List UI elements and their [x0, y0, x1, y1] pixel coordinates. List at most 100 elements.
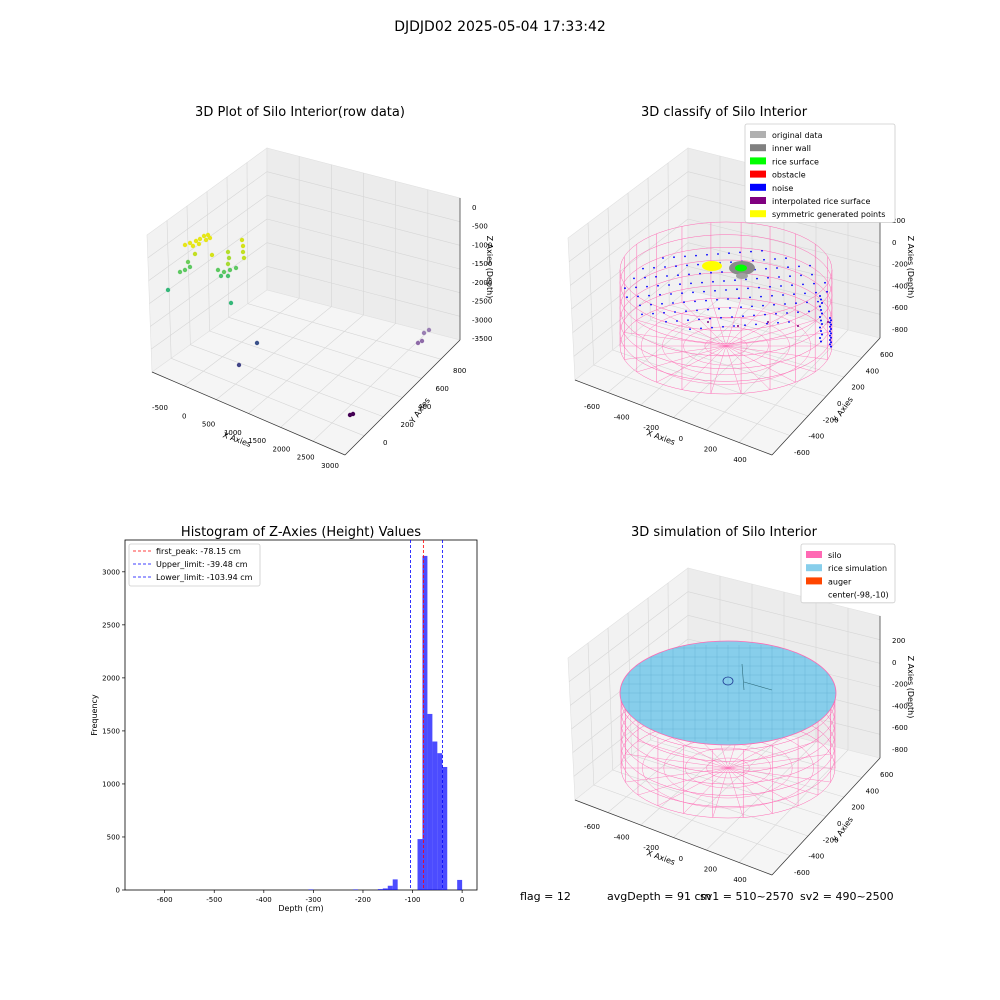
noise-point: [738, 297, 740, 300]
scatter-point: [241, 255, 247, 261]
tick-label: 0: [679, 855, 683, 863]
noise-point: [733, 325, 735, 327]
noise-point: [695, 254, 697, 257]
histogram-bar: [417, 839, 423, 890]
panel-simulation-title: 3D simulation of Silo Interior: [631, 525, 818, 540]
noise-point: [826, 290, 828, 293]
scatter-point: [192, 251, 198, 257]
y-tick-label: 500: [107, 833, 120, 841]
interpolated-point: [707, 321, 709, 323]
noise-point: [722, 325, 724, 328]
silo-floor-spoke: [727, 767, 831, 783]
legend-swatch: [750, 170, 766, 178]
panel-histogram-ticks: -600 -500 -400 -300 -200 -100 0 0 500 1000 1500 200…: [102, 568, 464, 904]
rice-surface-cluster: [735, 264, 747, 272]
histogram-bar: [442, 766, 448, 890]
noise-point: [830, 345, 832, 348]
noise-point: [672, 302, 674, 304]
tick-label: 0: [837, 400, 841, 408]
noise-point: [784, 303, 786, 305]
noise-point: [830, 341, 832, 344]
histogram-bar: [432, 741, 438, 890]
scatter-point: [197, 236, 203, 242]
tick-label: -200: [823, 836, 839, 844]
silo-floor-spoke: [710, 298, 727, 347]
scatter-point: [228, 300, 234, 306]
noise-point: [720, 316, 722, 319]
noise-point: [797, 311, 799, 314]
panel-histogram: Histogram of Z-Axies (Height) Values -60…: [90, 525, 478, 913]
noise-point: [764, 313, 766, 316]
tick-label: 2500: [297, 454, 315, 462]
tick-label: 200: [892, 217, 905, 225]
noise-point: [744, 324, 746, 327]
x-axis-line: [151, 371, 346, 456]
tick-label: -400: [614, 834, 630, 842]
noise-point: [728, 252, 730, 255]
silo-ring: [619, 247, 833, 344]
histogram-bar: [427, 713, 433, 890]
tick-label: -1500: [472, 260, 492, 268]
noise-point: [661, 302, 663, 305]
scatter-point: [254, 340, 260, 346]
noise-point: [751, 305, 753, 308]
interpolated-point: [737, 325, 739, 327]
silo-ring: [619, 234, 833, 331]
silo-floor-spoke: [727, 767, 799, 806]
interpolated-point: [797, 325, 799, 327]
symmetric-points-cluster: [702, 261, 722, 271]
tick-label: 800: [453, 367, 466, 375]
tick-label: 0: [892, 659, 896, 667]
tick-label: -1000: [472, 241, 492, 249]
legend-frame: [744, 123, 896, 223]
noise-point: [774, 258, 776, 260]
silo-floor-spoke: [727, 753, 831, 769]
noise-point: [699, 272, 701, 275]
scatter-point: [193, 238, 199, 244]
noise-point: [763, 258, 765, 261]
panel-histogram-ylabel: Frequency: [90, 694, 99, 736]
noise-point: [679, 283, 681, 286]
scatter-point: [239, 237, 245, 243]
tick-label: -500: [472, 223, 488, 231]
y-tick-label: 2500: [102, 621, 120, 629]
noise-point: [624, 287, 626, 290]
tick-label: 200: [401, 421, 414, 429]
noise-point: [800, 274, 802, 277]
legend-entry: Upper_limit: -39.48 cm: [156, 560, 248, 569]
scatter-point: [225, 273, 231, 279]
tick-label: 500: [202, 421, 215, 429]
silo-floor-spoke: [725, 332, 828, 347]
y-tick-label: 2000: [102, 674, 120, 682]
tick-label: -800: [892, 746, 908, 754]
x-tick-label: -600: [157, 896, 173, 904]
legend-swatch: [750, 183, 766, 191]
panel-histogram-limit-lines: [410, 540, 443, 890]
noise-point: [700, 327, 702, 330]
panel-classify-zlabel: Z Axies (Depth): [906, 236, 915, 299]
noise-point: [731, 316, 733, 318]
tick-label: 0: [892, 239, 896, 247]
noise-point: [767, 276, 769, 279]
tick-label: 400: [733, 876, 746, 884]
scatter-point: [190, 243, 196, 249]
silo-floor-spoke: [683, 767, 729, 814]
noise-point: [687, 319, 689, 322]
scatter-point: [350, 411, 356, 417]
silo-floor-spoke: [725, 319, 816, 347]
panel-row-data-title: 3D Plot of Silo Interior(row data): [195, 105, 405, 120]
legend-swatch: [750, 210, 766, 218]
noise-point: [652, 312, 654, 315]
tick-label: 0: [182, 412, 186, 420]
noise-point: [820, 309, 822, 311]
scatter-point: [225, 261, 231, 267]
noise-point: [756, 277, 758, 280]
y-axis-line: [344, 339, 461, 456]
noise-point: [684, 255, 686, 258]
tick-label: -200: [643, 424, 659, 432]
panel-classify-points: [624, 249, 832, 348]
noise-point: [824, 281, 826, 284]
noise-point: [821, 333, 823, 336]
legend-entry: Lower_limit: -103.94 cm: [156, 573, 253, 582]
noise-point: [655, 275, 657, 278]
